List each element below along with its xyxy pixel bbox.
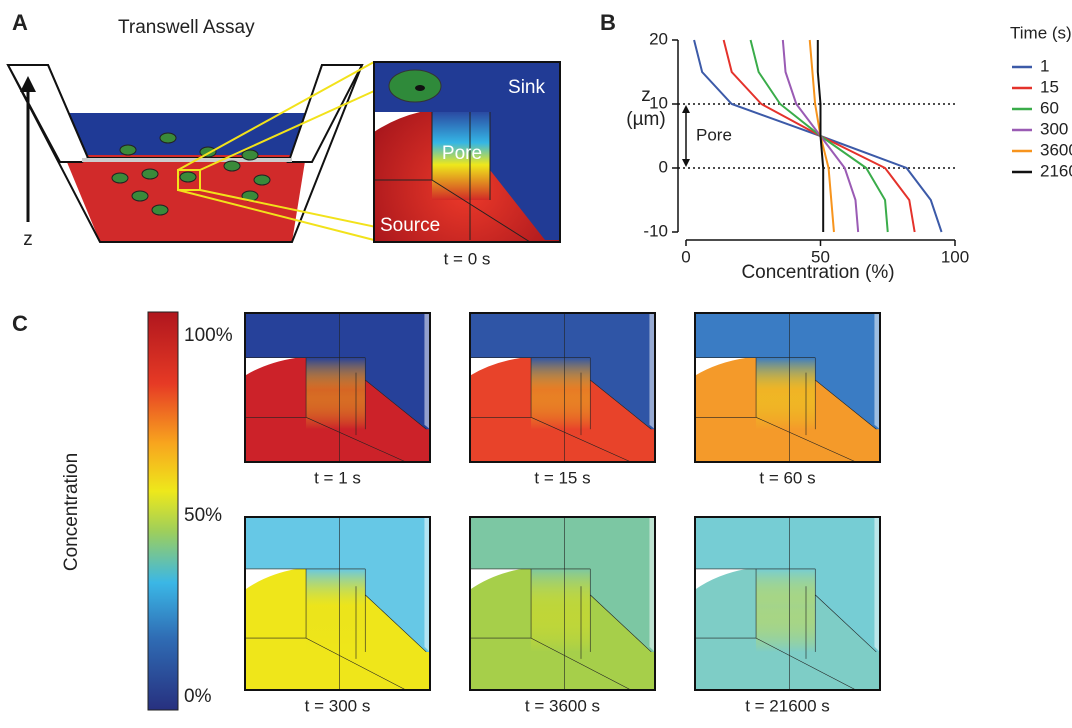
arrow-head bbox=[682, 105, 690, 113]
region-label: Sink bbox=[508, 77, 545, 98]
transwell bbox=[6, 61, 439, 243]
heatmap-tile bbox=[245, 313, 430, 462]
panel-label: C bbox=[12, 311, 28, 336]
arrow-head bbox=[682, 159, 690, 167]
panel-label: B bbox=[600, 10, 616, 35]
heatmap-tiles: t = 1 s t = 15 s t = 60 s t = 300 s t = 3600… bbox=[244, 312, 881, 715]
heatmap-tile bbox=[245, 517, 430, 690]
tile-border bbox=[469, 516, 656, 691]
y-tick-label: -10 bbox=[643, 221, 668, 240]
legend-label: 3600 bbox=[1040, 140, 1072, 159]
x-tick-label: 100 bbox=[941, 247, 969, 266]
series-line bbox=[749, 39, 889, 233]
y-tick-label: 20 bbox=[649, 29, 668, 48]
tile-label: t = 1 s bbox=[314, 468, 361, 487]
tile-label: t = 60 s bbox=[759, 468, 815, 487]
tile-border bbox=[694, 312, 881, 463]
colorbar-label: 0% bbox=[184, 686, 212, 707]
tile-label: t = 300 s bbox=[305, 696, 371, 715]
tile-border bbox=[469, 312, 656, 463]
y-tick-label: 10 bbox=[649, 93, 668, 112]
y-tick-label: 0 bbox=[659, 157, 668, 176]
tile-label: t = 21600 s bbox=[745, 696, 830, 715]
tile-border bbox=[244, 312, 431, 463]
region-label: Source bbox=[380, 215, 440, 236]
axis-label: z bbox=[23, 229, 33, 250]
x-tick-label: 50 bbox=[811, 247, 830, 266]
panel-label: A bbox=[12, 10, 28, 35]
tile-border bbox=[244, 516, 431, 691]
legend-title: Time (s): bbox=[1010, 23, 1072, 42]
tile-border bbox=[694, 516, 881, 691]
zoom-inset bbox=[373, 61, 561, 243]
heatmap-tile bbox=[470, 313, 655, 462]
heatmap-tile bbox=[695, 313, 880, 462]
panel-title: Transwell Assay bbox=[118, 17, 255, 38]
caption: t = 0 s bbox=[444, 249, 491, 268]
heatmap-tile bbox=[695, 517, 880, 690]
region-label: Pore bbox=[442, 143, 482, 164]
legend-label: 300 bbox=[1040, 119, 1068, 138]
tile-label: t = 15 s bbox=[534, 468, 590, 487]
legend-label: 21600 bbox=[1040, 161, 1072, 180]
tile-label: t = 3600 s bbox=[525, 696, 600, 715]
colorbar bbox=[147, 311, 179, 711]
series-line bbox=[816, 40, 825, 232]
legend-label: 60 bbox=[1040, 98, 1059, 117]
colorbar-label: 50% bbox=[184, 505, 222, 526]
legend-label: 1 bbox=[1040, 56, 1049, 75]
colorbar-title: Concentration bbox=[61, 453, 82, 571]
y-axis-label: (µm) bbox=[626, 109, 665, 130]
y-axis-label: z bbox=[641, 85, 651, 106]
heatmap-tile bbox=[470, 517, 655, 690]
line-chart: 0 50 100 -10 0 10 20 Pore 1 15 60 300 3600 21600 bbox=[643, 29, 1072, 266]
colorbar-label: 100% bbox=[184, 325, 233, 346]
annotation: Pore bbox=[696, 125, 732, 144]
x-tick-label: 0 bbox=[681, 247, 690, 266]
x-axis-label: Concentration (%) bbox=[741, 262, 894, 283]
legend-label: 15 bbox=[1040, 77, 1059, 96]
